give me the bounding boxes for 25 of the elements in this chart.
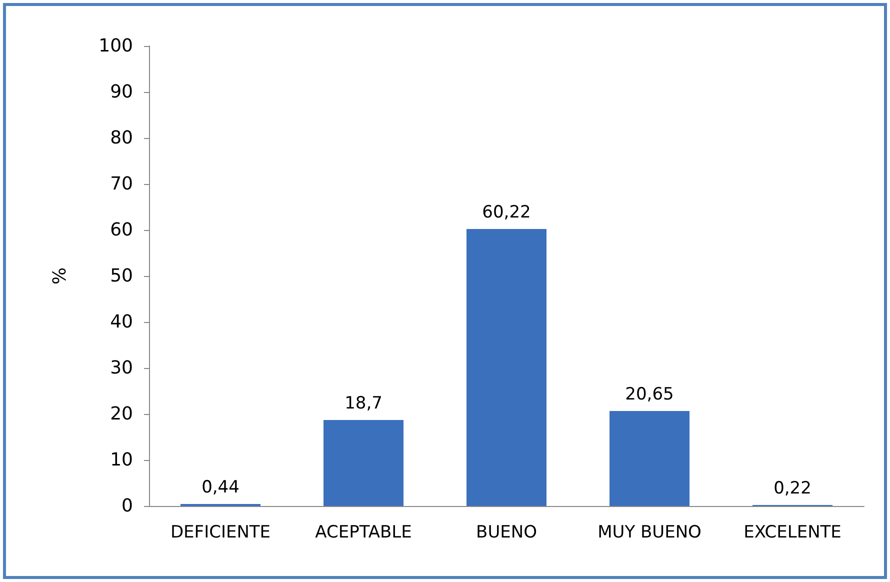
data-label: 20,65: [625, 384, 674, 405]
y-tick-label: 80: [110, 128, 133, 148]
y-tick-label: 60: [110, 220, 133, 240]
y-tick-label: 70: [110, 174, 133, 194]
y-tick-label: 30: [110, 358, 133, 378]
bar: [324, 420, 404, 506]
bar: [610, 411, 690, 506]
y-tick-label: 50: [110, 266, 133, 286]
bar: [466, 228, 546, 506]
data-label: 60,22: [482, 202, 531, 222]
y-axis-title: %: [50, 267, 70, 285]
y-tick-label: 0: [122, 496, 133, 516]
data-label: 0,44: [202, 477, 240, 498]
data-label: 18,7: [344, 393, 382, 414]
y-tick-label: 40: [110, 312, 133, 332]
y-tick-label: 100: [98, 36, 133, 56]
data-label: 0,22: [774, 478, 812, 498]
x-tick-label: MUY BUENO: [598, 522, 702, 542]
x-tick-label: ACEPTABLE: [315, 522, 412, 542]
y-tick-label: 20: [110, 404, 133, 424]
x-tick-label: BUENO: [476, 522, 537, 542]
y-tick-label: 10: [110, 450, 133, 470]
x-tick-label: DEFICIENTE: [170, 522, 271, 542]
y-tick-label: 90: [110, 82, 133, 102]
x-tick-label: EXCELENTE: [744, 522, 842, 542]
